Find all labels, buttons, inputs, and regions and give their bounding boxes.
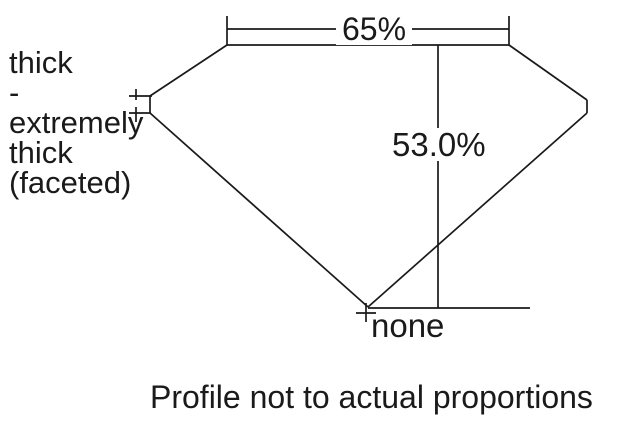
- girdle-label-line: (faceted): [9, 165, 132, 200]
- crown-right-line: [508, 44, 588, 101]
- culet-label: none: [371, 307, 445, 344]
- pavilion-left-line: [149, 112, 369, 308]
- girdle-thickness-label: thick - extremely thick (faceted): [9, 45, 144, 200]
- girdle-label-line: extremely: [9, 105, 144, 140]
- table-width-label: 65%: [336, 13, 412, 45]
- depth-label: 53.0%: [388, 128, 490, 161]
- girdle-label-line: thick: [9, 45, 73, 80]
- crown-left-line: [149, 44, 228, 97]
- girdle-label-line: thick: [9, 135, 73, 170]
- caption: Profile not to actual proportions: [150, 379, 593, 415]
- pavilion-right-line: [367, 112, 588, 308]
- girdle-label-line: -: [9, 75, 20, 110]
